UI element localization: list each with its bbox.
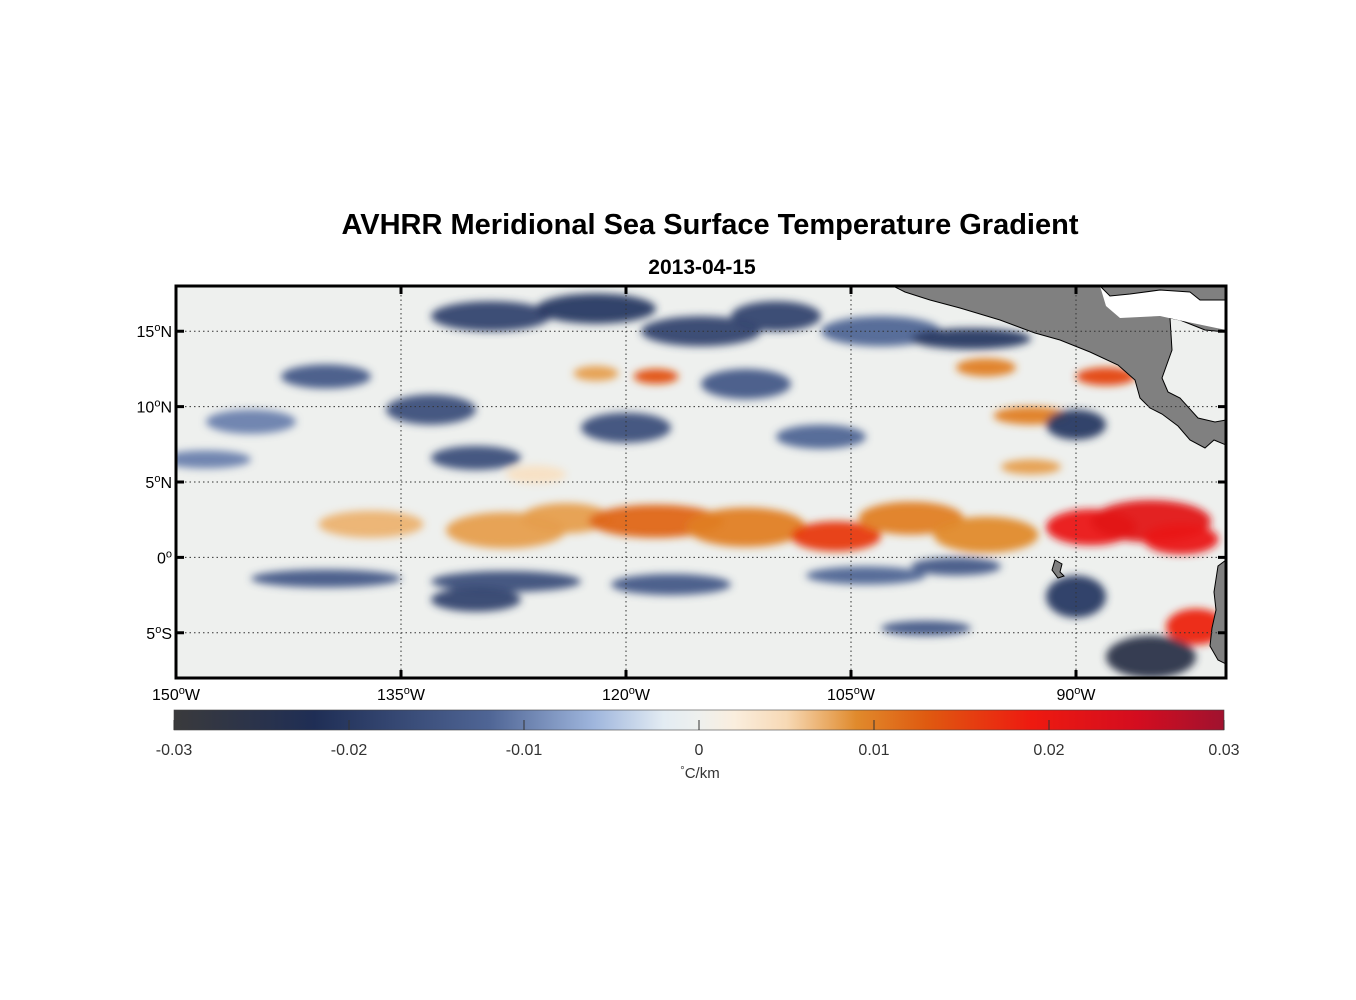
lat-label: 5oS — [146, 624, 172, 643]
field-patch-23 — [536, 293, 656, 324]
lat-label: 10oN — [137, 398, 172, 417]
chart-title: AVHRR Meridional Sea Surface Temperature… — [341, 209, 1078, 241]
units-text: C/km — [685, 765, 720, 782]
lat-label: 15oN — [137, 322, 172, 341]
lon-label: 120oW — [602, 685, 651, 704]
lat-label: 5oN — [145, 473, 172, 492]
colorbar-tick-label: -0.01 — [506, 742, 543, 759]
field-patch-36 — [911, 557, 1001, 576]
field-patch-4 — [686, 507, 806, 547]
field-patch-2 — [521, 503, 611, 534]
field-patch-0 — [318, 510, 424, 538]
lat-label: 0o — [157, 548, 172, 567]
field-patch-5 — [791, 521, 881, 552]
lon-label: 135oW — [377, 685, 426, 704]
map-panel: 150oW 135oW 120oW 105oW 90oW 15oN 10oN 5oN 0o 5o… — [137, 284, 1228, 704]
chart-subtitle: 2013-04-15 — [648, 256, 756, 279]
land-white-coast-gap — [1100, 286, 1226, 330]
field-patch-41 — [776, 424, 866, 449]
latitude-labels: 15oN 10oN 5oN 0o 5oS — [137, 322, 172, 643]
land-south-america — [1209, 559, 1226, 665]
field-patch-24 — [641, 316, 761, 347]
map-frame — [174, 284, 1228, 680]
field-patch-15 — [633, 368, 679, 385]
field-patch-19 — [281, 364, 371, 389]
field-patch-20 — [206, 409, 296, 434]
units-degree: ° — [680, 765, 684, 777]
colorbar-ticks: -0.03 -0.02 -0.01 0 0.01 0.02 0.03 — [156, 720, 1240, 759]
lon-label: 90oW — [1056, 685, 1096, 704]
field-patch-32 — [431, 570, 581, 593]
land-galapagos — [1051, 559, 1065, 579]
field-patch-40 — [176, 450, 251, 469]
field-patch-21 — [386, 394, 476, 425]
longitude-labels: 150oW 135oW 120oW 105oW 90oW — [152, 685, 1096, 704]
colorbar-tick-label: 0.01 — [858, 742, 889, 759]
field-patch-31 — [251, 569, 401, 588]
lon-label: 150oW — [152, 685, 201, 704]
colorbar-units: °C/km — [680, 765, 719, 782]
field-patch-30 — [911, 328, 1031, 350]
colorbar-tick-label: -0.02 — [331, 742, 368, 759]
field-patch-27 — [431, 445, 521, 470]
ocean-background — [176, 286, 1226, 678]
field-patch-35 — [806, 566, 926, 585]
colorbar-tick-label: -0.03 — [156, 742, 193, 759]
land-masses — [892, 286, 1226, 665]
field-patch-33 — [611, 573, 731, 596]
colorbar-tick-label: 0.02 — [1033, 742, 1064, 759]
field-patch-16 — [573, 365, 619, 381]
field-patch-12 — [1076, 367, 1136, 386]
field-patch-26 — [581, 412, 671, 443]
colorbar-tick-label: 0.03 — [1208, 742, 1239, 759]
field-patch-7 — [933, 516, 1039, 553]
field-patch-38 — [1106, 635, 1196, 678]
field-patch-34 — [431, 587, 521, 612]
field-patch-18 — [1001, 459, 1061, 475]
colorbar: -0.03 -0.02 -0.01 0 0.01 0.02 0.03 °C/km — [156, 709, 1240, 782]
field-patch-39 — [1046, 409, 1106, 440]
colorbar-tick-label: 0 — [695, 742, 704, 759]
field-patch-25 — [701, 368, 791, 400]
field-patch-22 — [431, 301, 551, 332]
field-patch-10 — [1143, 524, 1219, 555]
field-patch-28 — [731, 301, 821, 332]
field-patch-42 — [881, 620, 971, 636]
field-patch-14 — [956, 358, 1016, 377]
land-yucatan — [1099, 286, 1226, 301]
lon-label: 105oW — [827, 685, 876, 704]
field-patch-6 — [858, 501, 964, 535]
field-patch-17 — [506, 465, 566, 484]
